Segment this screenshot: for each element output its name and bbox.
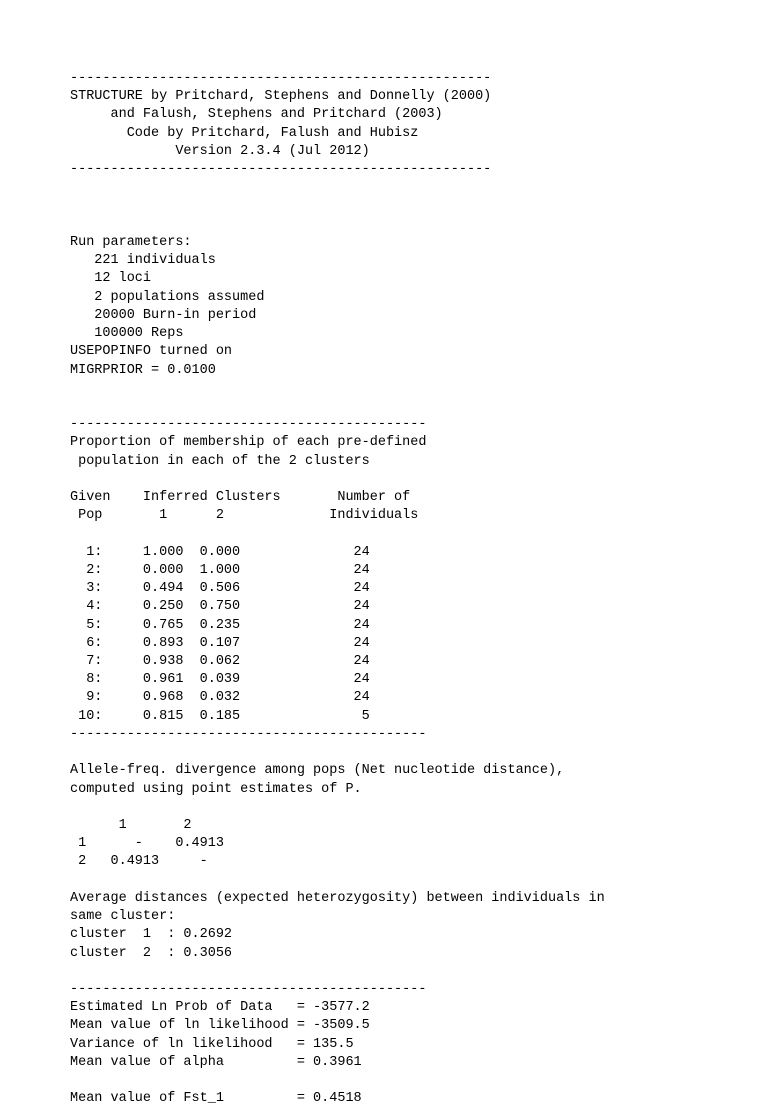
af-row1: 1 - 0.4913 — [70, 836, 240, 851]
memb-row: 3: 0.494 0.506 24 — [70, 581, 370, 596]
af-line1: Allele-freq. divergence among pops (Net … — [70, 763, 564, 778]
memb-div2: ----------------------------------------… — [70, 727, 426, 742]
af-line2: computed using point estimates of P. — [70, 782, 362, 797]
hdr-line3: Code by Pritchard, Falush and Hubisz — [70, 126, 418, 141]
memb-row: 7: 0.938 0.062 24 — [70, 654, 370, 669]
hdr-div2: ----------------------------------------… — [70, 162, 491, 177]
runparams-ind: 221 individuals — [70, 253, 216, 268]
hdr-line1: STRUCTURE by Pritchard, Stephens and Don… — [70, 89, 491, 104]
memb-row: 9: 0.968 0.032 24 — [70, 690, 370, 705]
memb-row: 1: 1.000 0.000 24 — [70, 545, 370, 560]
memb-row: 2: 0.000 1.000 24 — [70, 563, 370, 578]
hdr-line4: Version 2.3.4 (Jul 2012) — [70, 144, 370, 159]
stats-varll: Variance of ln likelihood = 135.5 — [70, 1037, 354, 1052]
memb-div1: ----------------------------------------… — [70, 417, 426, 432]
memb-row: 5: 0.765 0.235 24 — [70, 618, 370, 633]
runparams-migr: MIGRPRIOR = 0.0100 — [70, 363, 216, 378]
stats-meanll: Mean value of ln likelihood = -3509.5 — [70, 1018, 370, 1033]
memb-row: 8: 0.961 0.039 24 — [70, 672, 370, 687]
memb-head1: Given Inferred Clusters Number of — [70, 490, 410, 505]
runparams-title: Run parameters: — [70, 235, 192, 250]
af-head: 1 2 — [70, 818, 240, 833]
runparams-usepop: USEPOPINFO turned on — [70, 344, 232, 359]
memb-row: 10: 0.815 0.185 5 — [70, 709, 370, 724]
stats-alpha: Mean value of alpha = 0.3961 — [70, 1055, 362, 1070]
runparams-loci: 12 loci — [70, 271, 151, 286]
runparams-pops: 2 populations assumed — [70, 290, 264, 305]
runparams-burnin: 20000 Burn-in period — [70, 308, 256, 323]
het-line2: same cluster: — [70, 909, 175, 924]
hdr-div1: ----------------------------------------… — [70, 71, 491, 86]
structure-output: ----------------------------------------… — [0, 0, 768, 1108]
hdr-line2: and Falush, Stephens and Pritchard (2003… — [70, 107, 443, 122]
stats-fst1: Mean value of Fst_1 = 0.4518 — [70, 1091, 362, 1106]
memb-title1: Proportion of membership of each pre-def… — [70, 435, 426, 450]
memb-title2: population in each of the 2 clusters — [70, 454, 370, 469]
stats-lnprob: Estimated Ln Prob of Data = -3577.2 — [70, 1000, 370, 1015]
memb-row: 4: 0.250 0.750 24 — [70, 599, 370, 614]
het-c2: cluster 2 : 0.3056 — [70, 946, 232, 961]
het-c1: cluster 1 : 0.2692 — [70, 927, 232, 942]
stats-div: ----------------------------------------… — [70, 982, 426, 997]
memb-head2: Pop 1 2 Individuals — [70, 508, 418, 523]
memb-row: 6: 0.893 0.107 24 — [70, 636, 370, 651]
af-row2: 2 0.4913 - — [70, 854, 240, 869]
het-line1: Average distances (expected heterozygosi… — [70, 891, 605, 906]
runparams-reps: 100000 Reps — [70, 326, 183, 341]
